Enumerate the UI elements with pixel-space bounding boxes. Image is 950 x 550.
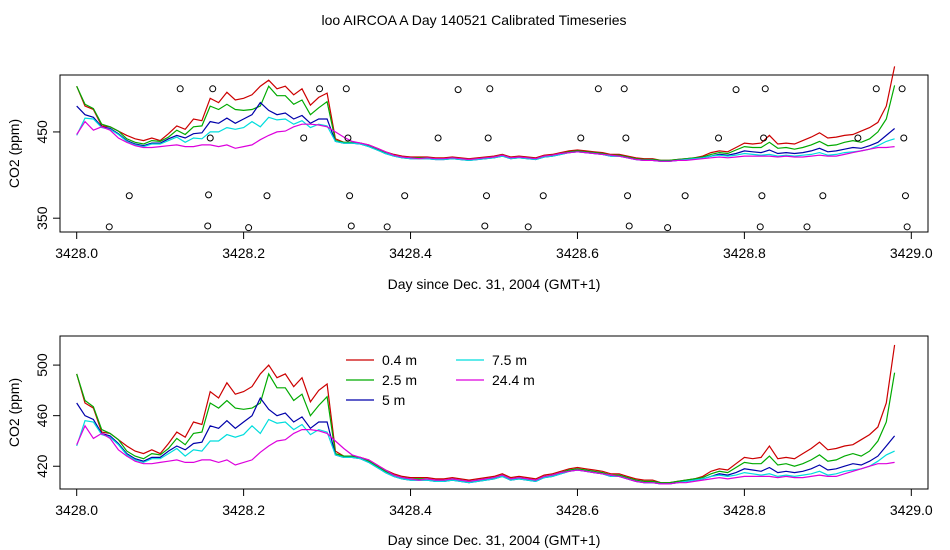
top-x-tick-label: 3428.4 (389, 245, 432, 261)
series-line-7-5m (76, 418, 895, 485)
bottom-y-tick-label: 460 (34, 404, 50, 428)
top-data-point (344, 134, 352, 142)
bottom-x-tick-label: 3428.6 (556, 502, 599, 518)
top-data-point (901, 192, 909, 200)
top-y-axis: 350 450 (34, 120, 60, 230)
top-data-point (803, 223, 811, 231)
top-data-point (105, 223, 113, 231)
top-data-point (760, 134, 768, 142)
top-data-point (486, 85, 494, 93)
top-data-point (125, 192, 133, 200)
bottom-legend: 0.4 m 2.5 m 5 m 7.5 m 24.4 m (346, 352, 535, 408)
top-data-point (758, 192, 766, 200)
top-data-point (434, 134, 442, 142)
top-series-line-2-5m (76, 85, 896, 161)
series-line-24-4m (76, 424, 895, 485)
top-data-point (903, 223, 911, 231)
top-series-line-7-5m (76, 116, 895, 162)
top-x-axis-label: Day since Dec. 31, 2004 (GMT+1) (388, 276, 601, 292)
top-y-axis-label: CO2 (ppm) (6, 119, 22, 188)
bottom-x-tick-label: 3428.0 (55, 502, 98, 518)
top-y-tick-label: 450 (34, 120, 50, 144)
bottom-x-tick-label: 3428.8 (723, 502, 766, 518)
legend-label-5m: 5 m (382, 392, 405, 408)
legend-label-2-5m: 2.5 m (382, 372, 417, 388)
top-data-point (263, 192, 271, 200)
bottom-x-axis: 3428.0 3428.2 3428.4 3428.6 3428.8 3429.0 (55, 488, 933, 518)
top-data-point (872, 85, 880, 93)
top-data-point (209, 85, 217, 93)
legend-label-24-4m: 24.4 m (492, 372, 535, 388)
legend-label-7-5m: 7.5 m (492, 352, 527, 368)
bottom-y-axis-label: CO2 (ppm) (6, 378, 22, 447)
figure-title: loo AIRCOA A Day 140521 Calibrated Times… (321, 12, 626, 28)
top-data-point (761, 85, 769, 93)
top-data-point (625, 222, 633, 230)
top-series-line-24-4m (76, 120, 895, 162)
bottom-plot-marks (76, 344, 896, 485)
bottom-x-axis-label: Day since Dec. 31, 2004 (GMT+1) (388, 532, 601, 548)
series-line-2-5m (76, 372, 896, 484)
top-x-tick-label: 3428.6 (556, 245, 599, 261)
top-data-point (715, 134, 723, 142)
top-data-point (732, 86, 740, 94)
top-data-point (206, 134, 214, 142)
top-data-point (482, 192, 490, 200)
top-data-point (622, 134, 630, 142)
top-data-point (664, 224, 672, 232)
top-data-point (681, 192, 689, 200)
top-data-point (205, 191, 213, 199)
top-data-point (819, 192, 827, 200)
top-data-point (481, 222, 489, 230)
legend-label-0-4m: 0.4 m (382, 352, 417, 368)
top-data-point (624, 192, 632, 200)
top-data-point (346, 192, 354, 200)
top-data-point (539, 192, 547, 200)
top-data-point (900, 134, 908, 142)
top-data-point (300, 134, 308, 142)
top-data-point (342, 85, 350, 93)
top-data-point (454, 86, 462, 94)
top-data-point (756, 223, 764, 231)
top-x-axis: 3428.0 3428.2 3428.4 3428.6 3428.8 3429.0 (55, 231, 933, 261)
top-panel: 3428.0 3428.2 3428.4 3428.6 3428.8 3429.0 350… (6, 66, 933, 292)
bottom-x-tick-label: 3428.4 (389, 502, 432, 518)
bottom-y-axis: 420 460 500 (34, 353, 60, 478)
top-data-point (620, 85, 628, 93)
top-data-point (401, 192, 409, 200)
top-data-point (898, 85, 906, 93)
series-line-0-4m (76, 344, 896, 484)
top-series-line-0-4m (76, 66, 896, 161)
bottom-x-tick-label: 3428.2 (222, 502, 265, 518)
top-x-tick-label: 3428.2 (222, 245, 265, 261)
top-x-tick-label: 3428.8 (723, 245, 766, 261)
top-data-point (577, 134, 585, 142)
top-y-tick-label: 350 (34, 206, 50, 230)
top-data-point (245, 224, 253, 232)
top-x-tick-label: 3429.0 (890, 245, 933, 261)
top-series-line-5m (76, 101, 895, 162)
top-data-point (594, 85, 602, 93)
bottom-x-tick-label: 3429.0 (890, 502, 933, 518)
top-data-point (176, 85, 184, 93)
bottom-panel: 3428.0 3428.2 3428.4 3428.6 3428.8 3429.0 420… (6, 335, 933, 548)
top-data-point (524, 223, 532, 231)
top-data-point (383, 223, 391, 231)
top-data-point (204, 222, 212, 230)
top-data-point (854, 134, 862, 142)
bottom-y-tick-label: 500 (34, 353, 50, 377)
bottom-y-tick-label: 420 (34, 454, 50, 478)
top-data-point (347, 222, 355, 230)
series-line-5m (76, 396, 896, 485)
top-data-point (316, 85, 324, 93)
top-x-tick-label: 3428.0 (55, 245, 98, 261)
top-data-point (484, 134, 492, 142)
top-plot-marks (76, 66, 911, 232)
